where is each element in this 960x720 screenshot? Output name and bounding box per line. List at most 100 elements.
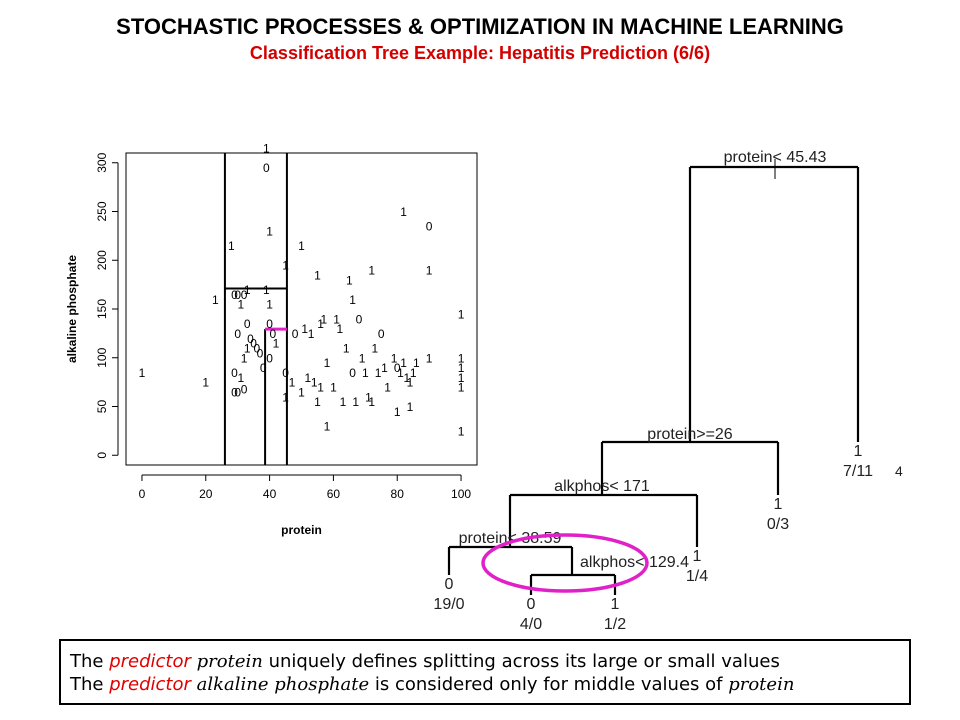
data-point: 1 xyxy=(314,268,321,282)
data-point: 1 xyxy=(346,273,353,287)
math-alkaline-phosphate: alkaline phosphate xyxy=(196,674,370,695)
data-point: 1 xyxy=(368,264,375,278)
tree-leaf-class: 1 xyxy=(854,443,863,460)
data-point: 1 xyxy=(394,405,401,419)
data-point: 0 xyxy=(234,288,241,302)
x-tick-label: 0 xyxy=(139,487,146,501)
y-tick-label: 300 xyxy=(95,152,109,172)
data-point: 1 xyxy=(458,424,465,438)
y-tick-label: 250 xyxy=(95,201,109,221)
math-protein: protein xyxy=(196,651,263,672)
math-protein: protein xyxy=(728,674,795,695)
caption-box: The predictor protein uniquely defines s… xyxy=(59,639,911,705)
data-point: 1 xyxy=(298,385,305,399)
slide-subtitle: Classification Tree Example: Hepatitis P… xyxy=(249,43,711,63)
slide-title: STOCHASTIC PROCESSES & OPTIMIZATION IN M… xyxy=(116,14,844,39)
tree-leaf-counts: 1/4 xyxy=(686,568,708,585)
data-point: 1 xyxy=(324,356,331,370)
data-point: 1 xyxy=(426,264,433,278)
data-point: 1 xyxy=(365,390,372,404)
tree-leaf-counts: 7/11 xyxy=(843,463,873,480)
x-tick-label: 40 xyxy=(263,487,277,501)
data-point: 0 xyxy=(231,366,238,380)
data-point: 1 xyxy=(212,293,219,307)
data-point: 1 xyxy=(139,366,146,380)
predictor-word: predictor xyxy=(109,651,191,672)
data-point: 0 xyxy=(292,327,299,341)
tree-split-label: alkphos< 171 xyxy=(554,478,650,495)
data-point: 1 xyxy=(289,376,296,390)
data-point: 0 xyxy=(356,312,363,326)
tree-leaf-class: 0 xyxy=(445,576,454,593)
y-axis-label: alkaline phosphate xyxy=(65,255,79,363)
tree-leaf-counts: 4/0 xyxy=(520,616,542,630)
data-point: 0 xyxy=(394,361,401,375)
data-point: 1 xyxy=(372,342,379,356)
data-point: 1 xyxy=(336,322,343,336)
x-axis-label: protein xyxy=(281,523,322,537)
tree-split-label: alkphos< 129.4 xyxy=(580,554,689,571)
data-point: 1 xyxy=(317,381,324,395)
data-point: 1 xyxy=(407,400,414,414)
caption-line-1: The predictor protein uniquely defines s… xyxy=(70,651,780,672)
data-point: 0 xyxy=(349,366,356,380)
data-point: 1 xyxy=(381,361,388,375)
data-point: 0 xyxy=(241,288,248,302)
data-point: 0 xyxy=(257,346,264,360)
x-tick-label: 100 xyxy=(451,487,471,501)
data-point: 1 xyxy=(266,225,273,239)
tree-leaf-class: 1 xyxy=(611,596,620,613)
data-point: 1 xyxy=(238,371,245,385)
data-point: 1 xyxy=(359,351,366,365)
data-point: 1 xyxy=(349,293,356,307)
data-point: 1 xyxy=(333,312,340,326)
data-point: 1 xyxy=(305,371,312,385)
classification-tree: protein< 45.43 protein>=26 alkphos< 171 pro… xyxy=(433,149,903,630)
tree-leaf-counts: 19/0 xyxy=(433,596,464,613)
data-point: 1 xyxy=(244,283,251,297)
y-tick-label: 100 xyxy=(95,347,109,367)
data-point: 1 xyxy=(324,420,331,434)
data-point: 1 xyxy=(458,307,465,321)
data-point: 1 xyxy=(340,395,347,409)
data-point: 0 xyxy=(253,342,260,356)
data-point: 1 xyxy=(352,395,359,409)
data-point: 1 xyxy=(403,371,410,385)
data-point: 1 xyxy=(458,351,465,365)
data-point: 0 xyxy=(426,220,433,234)
data-point: 1 xyxy=(426,351,433,365)
tree-leaf-note: 4 xyxy=(895,463,903,479)
data-point: 1 xyxy=(238,298,245,312)
data-point: 1 xyxy=(397,366,404,380)
data-point: 1 xyxy=(362,366,369,380)
data-point: 0 xyxy=(260,361,267,375)
tree-leaf-class: 1 xyxy=(693,548,702,565)
plot-frame xyxy=(125,152,478,466)
data-point: 1 xyxy=(368,395,375,409)
data-point: 0 xyxy=(263,161,270,175)
data-point: 1 xyxy=(202,376,209,390)
data-point: 0 xyxy=(378,327,385,341)
data-point: 0 xyxy=(266,351,273,365)
data-point: 1 xyxy=(311,376,318,390)
data-point: 1 xyxy=(266,298,273,312)
tree-leaf-class: 1 xyxy=(774,496,783,513)
y-tick-label: 200 xyxy=(95,250,109,270)
data-point: 1 xyxy=(343,342,350,356)
data-point: 0 xyxy=(231,288,238,302)
data-point: 0 xyxy=(241,382,248,396)
data-point: 1 xyxy=(314,395,321,409)
data-point: 0 xyxy=(247,332,254,346)
data-point: 1 xyxy=(400,205,407,219)
x-tick-label: 80 xyxy=(391,487,405,501)
data-point: 1 xyxy=(282,259,289,273)
tree-leaf-class: 0 xyxy=(527,596,536,613)
data-point: 1 xyxy=(413,356,420,370)
scatter-plot: 0 20 40 60 80 100protein050100150200250300alk… xyxy=(65,142,478,537)
data-point: 1 xyxy=(410,366,417,380)
data-point: 1 xyxy=(301,322,308,336)
data-point: 0 xyxy=(244,317,251,331)
y-tick-label: 50 xyxy=(95,400,109,414)
data-point: 1 xyxy=(228,239,235,253)
tree-split-label: protein>=26 xyxy=(647,426,733,443)
